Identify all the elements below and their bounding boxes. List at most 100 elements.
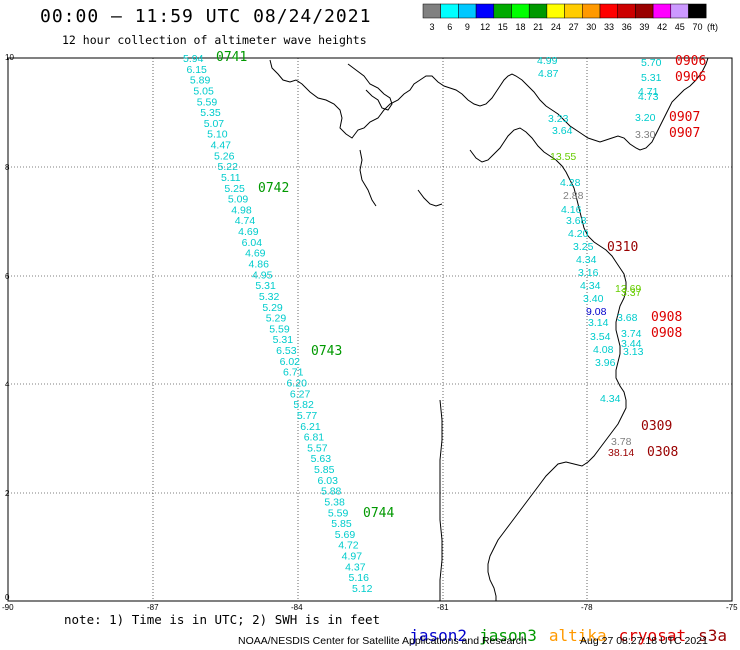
y-tick: 10: [5, 53, 14, 62]
satellite-legend: jason2 jason3 altika cryosat s3a: [390, 607, 739, 645]
track-value: 3.96: [595, 357, 616, 369]
track-value: 3.23: [548, 113, 569, 125]
altimeter-tracks: 5.946.155.895.055.595.355.075.104.475.26…: [183, 53, 662, 595]
track-value: 4.73: [638, 91, 659, 103]
track-value: 4.08: [593, 344, 614, 356]
pass-label: 0908: [651, 326, 682, 341]
track-value: 5.26: [214, 150, 235, 162]
colorbar-swatch: [422, 3, 441, 19]
pass-label: 0310: [607, 240, 638, 255]
track-value: 5.31: [273, 334, 294, 346]
track-value: 5.35: [200, 107, 221, 119]
colorbar-label: 15: [498, 22, 508, 32]
colorbar-swatch: [546, 3, 565, 19]
track-value: 5.88: [321, 486, 342, 498]
track-value: 5.57: [307, 442, 328, 454]
track-value: 6.15: [186, 64, 207, 76]
colorbar-swatch: [511, 3, 530, 19]
track-value: 5.77: [297, 410, 318, 422]
colorbar-swatch: [528, 3, 548, 19]
colorbar-swatch: [652, 3, 672, 19]
track-value: 4.71: [638, 86, 659, 98]
track-value: 6.20: [286, 377, 307, 389]
colorbar-label: 27: [569, 22, 579, 32]
pass-label: 0907: [669, 126, 700, 141]
track-value: 5.69: [335, 529, 356, 541]
track-value: 4.47: [211, 140, 232, 152]
colorbar-label: 36: [622, 22, 632, 32]
colorbar-swatch: [617, 3, 636, 19]
legend-cryosat: cryosat: [618, 626, 687, 645]
x-tick: -87: [147, 603, 159, 612]
track-value: 4.98: [231, 204, 252, 216]
track-value: 4.95: [252, 269, 273, 281]
track-value: 5.38: [324, 496, 345, 508]
track-value: 5.85: [331, 518, 352, 530]
track-value: 5.05: [193, 85, 214, 97]
legend-jason2: jason2: [409, 626, 468, 645]
track-value: 3.13: [623, 346, 644, 358]
track-value: 5.82: [293, 399, 314, 411]
track-value: 6.03: [318, 475, 339, 487]
track-value: 5.89: [190, 75, 211, 87]
colorbar-swatch: [670, 3, 689, 19]
colorbar-label: 70: [692, 22, 702, 32]
track-value: 6.71: [283, 367, 304, 379]
legend-s3a: s3a: [698, 626, 727, 645]
track-value: 6.53: [276, 345, 297, 357]
track-value: 3.68: [566, 215, 587, 227]
track-value: 3.37: [621, 287, 642, 299]
track-value: 38.14: [608, 447, 634, 459]
track-value: 4.34: [580, 280, 601, 292]
note-text: note: 1) Time is in UTC; 2) SWH is in fe…: [64, 612, 381, 627]
track-value: 3.78: [611, 436, 632, 448]
colorbar-swatch: [440, 3, 459, 19]
track-value: 6.27: [290, 388, 311, 400]
track-value: 5.31: [255, 280, 276, 292]
colorbar-label: 3: [429, 22, 434, 32]
track-value: 4.97: [342, 551, 363, 563]
colorbar-label: 42: [657, 22, 667, 32]
x-tick: -81: [437, 603, 449, 612]
credit-text: NOAA/NESDIS Center for Satellite Applica…: [238, 635, 527, 647]
track-value: 3.40: [583, 293, 604, 305]
pass-label: 0309: [641, 419, 672, 434]
track-value: 5.09: [228, 194, 249, 206]
track-value: 6.81: [304, 432, 325, 444]
track-value: 3.74: [621, 328, 642, 340]
graticule: [8, 58, 732, 601]
track-value: 4.69: [245, 248, 266, 260]
track-value: 4.74: [235, 215, 256, 227]
map-frame: [7, 57, 733, 602]
pass-label: 0906: [675, 70, 706, 85]
x-tick: -90: [2, 603, 14, 612]
track-value: 4.86: [249, 259, 270, 271]
x-tick: -75: [726, 603, 738, 612]
colorbar-label: 45: [675, 22, 685, 32]
track-value: 3.14: [588, 317, 609, 329]
track-value: 5.29: [262, 302, 283, 314]
x-tick: -84: [291, 603, 303, 612]
y-tick: 4: [5, 380, 10, 389]
track-value: 4.34: [600, 393, 621, 405]
colorbar: 3 6 9 12 15 18 21 24 27 30 33 36 39 42 45 70: [422, 3, 707, 32]
track-value: 3.64: [552, 125, 573, 137]
track-value: 5.63: [311, 453, 332, 465]
track-value: 13.55: [550, 151, 576, 163]
colorbar-swatch: [475, 3, 495, 19]
colorbar-swatch: [582, 3, 601, 19]
track-value: 5.59: [197, 96, 218, 108]
colorbar-swatch: [635, 3, 654, 19]
track-value: 4.28: [560, 177, 581, 189]
pass-label: 0907: [669, 110, 700, 125]
pass-label: 0906: [675, 54, 706, 69]
pass-label: 0908: [651, 310, 682, 325]
y-tick: 0: [5, 593, 10, 602]
legend-altika: altika: [548, 626, 607, 645]
track-value: 3.16: [578, 267, 599, 279]
colorbar-swatch: [688, 3, 707, 19]
track-value: 4.87: [538, 68, 559, 80]
track-value: 5.59: [269, 323, 290, 335]
track-value: 4.99: [537, 55, 558, 67]
